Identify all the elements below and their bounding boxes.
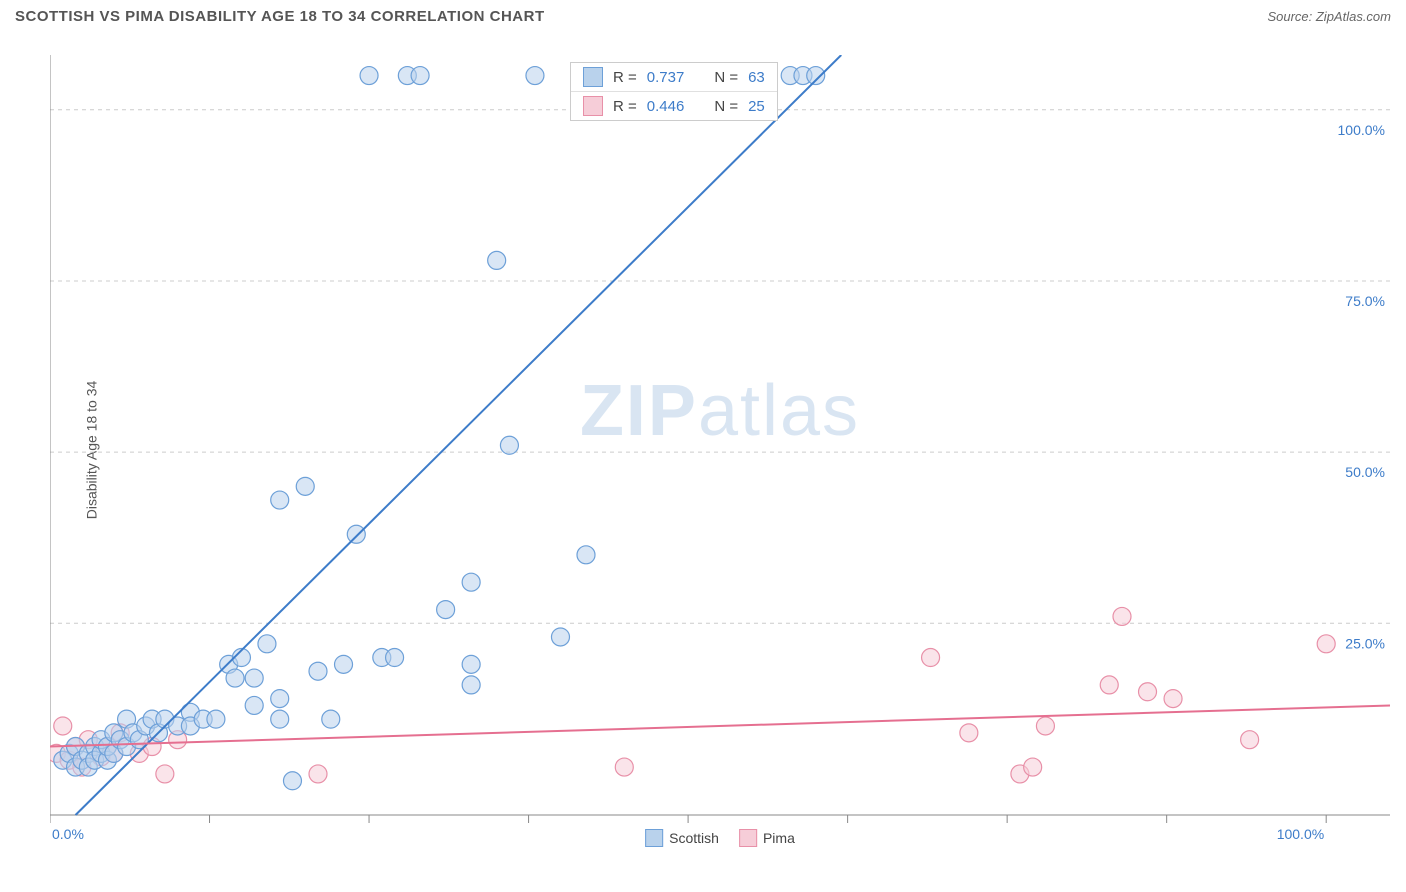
y-tick-label: 25.0% bbox=[1345, 635, 1385, 651]
data-point bbox=[207, 710, 225, 728]
data-point bbox=[386, 649, 404, 667]
data-point bbox=[283, 772, 301, 790]
legend-swatch bbox=[583, 96, 603, 116]
source-prefix: Source: bbox=[1267, 9, 1315, 24]
series-legend: Scottish Pima bbox=[645, 829, 795, 847]
data-point bbox=[54, 717, 72, 735]
data-point bbox=[960, 724, 978, 742]
data-point bbox=[577, 546, 595, 564]
data-point bbox=[271, 491, 289, 509]
legend-label: Scottish bbox=[669, 830, 719, 846]
data-point bbox=[335, 655, 353, 673]
data-point bbox=[1164, 690, 1182, 708]
n-label: N = bbox=[714, 69, 738, 86]
data-point bbox=[437, 601, 455, 619]
data-point bbox=[1139, 683, 1157, 701]
header: SCOTTISH VS PIMA DISABILITY AGE 18 TO 34… bbox=[0, 0, 1406, 25]
data-point bbox=[1024, 758, 1042, 776]
data-point bbox=[296, 477, 314, 495]
scatter-plot: 25.0% 50.0% 75.0% 100.0% 0.0% 100.0% bbox=[50, 55, 1390, 845]
trend-line bbox=[76, 55, 842, 815]
n-value: 25 bbox=[748, 98, 765, 115]
y-tick-label: 100.0% bbox=[1338, 122, 1385, 138]
y-tick-label: 75.0% bbox=[1345, 293, 1385, 309]
y-tick-label: 50.0% bbox=[1345, 464, 1385, 480]
data-point bbox=[322, 710, 340, 728]
source-attribution: Source: ZipAtlas.com bbox=[1267, 9, 1391, 24]
data-point bbox=[526, 67, 544, 85]
data-point bbox=[551, 628, 569, 646]
data-point bbox=[500, 436, 518, 454]
data-point bbox=[462, 573, 480, 591]
data-point bbox=[226, 669, 244, 687]
stats-legend-row: R = 0.446 N = 25 bbox=[571, 91, 777, 120]
data-point bbox=[309, 662, 327, 680]
legend-swatch bbox=[645, 829, 663, 847]
x-tick-label: 0.0% bbox=[52, 826, 84, 842]
legend-item: Pima bbox=[739, 829, 795, 847]
data-point bbox=[309, 765, 327, 783]
legend-swatch bbox=[583, 67, 603, 87]
data-point bbox=[488, 251, 506, 269]
r-value: 0.737 bbox=[647, 69, 685, 86]
data-point bbox=[360, 67, 378, 85]
data-point bbox=[271, 690, 289, 708]
r-value: 0.446 bbox=[647, 98, 685, 115]
data-point bbox=[347, 525, 365, 543]
data-point bbox=[807, 67, 825, 85]
data-point bbox=[271, 710, 289, 728]
data-point bbox=[258, 635, 276, 653]
data-point bbox=[1113, 607, 1131, 625]
data-point bbox=[245, 669, 263, 687]
data-point bbox=[462, 676, 480, 694]
stats-legend-row: R = 0.737 N = 63 bbox=[571, 63, 777, 91]
data-point bbox=[462, 655, 480, 673]
x-tick-label: 100.0% bbox=[1277, 826, 1324, 842]
data-point bbox=[1241, 731, 1259, 749]
data-point bbox=[1036, 717, 1054, 735]
n-value: 63 bbox=[748, 69, 765, 86]
stats-legend: R = 0.737 N = 63 R = 0.446 N = 25 bbox=[570, 62, 778, 121]
data-point bbox=[411, 67, 429, 85]
data-point bbox=[922, 649, 940, 667]
data-point bbox=[1317, 635, 1335, 653]
data-point bbox=[615, 758, 633, 776]
chart-title: SCOTTISH VS PIMA DISABILITY AGE 18 TO 34… bbox=[15, 8, 545, 25]
legend-label: Pima bbox=[763, 830, 795, 846]
legend-item: Scottish bbox=[645, 829, 719, 847]
n-label: N = bbox=[714, 98, 738, 115]
source-name: ZipAtlas.com bbox=[1316, 9, 1391, 24]
r-label: R = bbox=[613, 98, 637, 115]
legend-swatch bbox=[739, 829, 757, 847]
data-point bbox=[1100, 676, 1118, 694]
data-point bbox=[156, 765, 174, 783]
chart-area: Disability Age 18 to 34 25.0%50.0%75.0%1… bbox=[50, 55, 1390, 845]
r-label: R = bbox=[613, 69, 637, 86]
data-point bbox=[245, 696, 263, 714]
